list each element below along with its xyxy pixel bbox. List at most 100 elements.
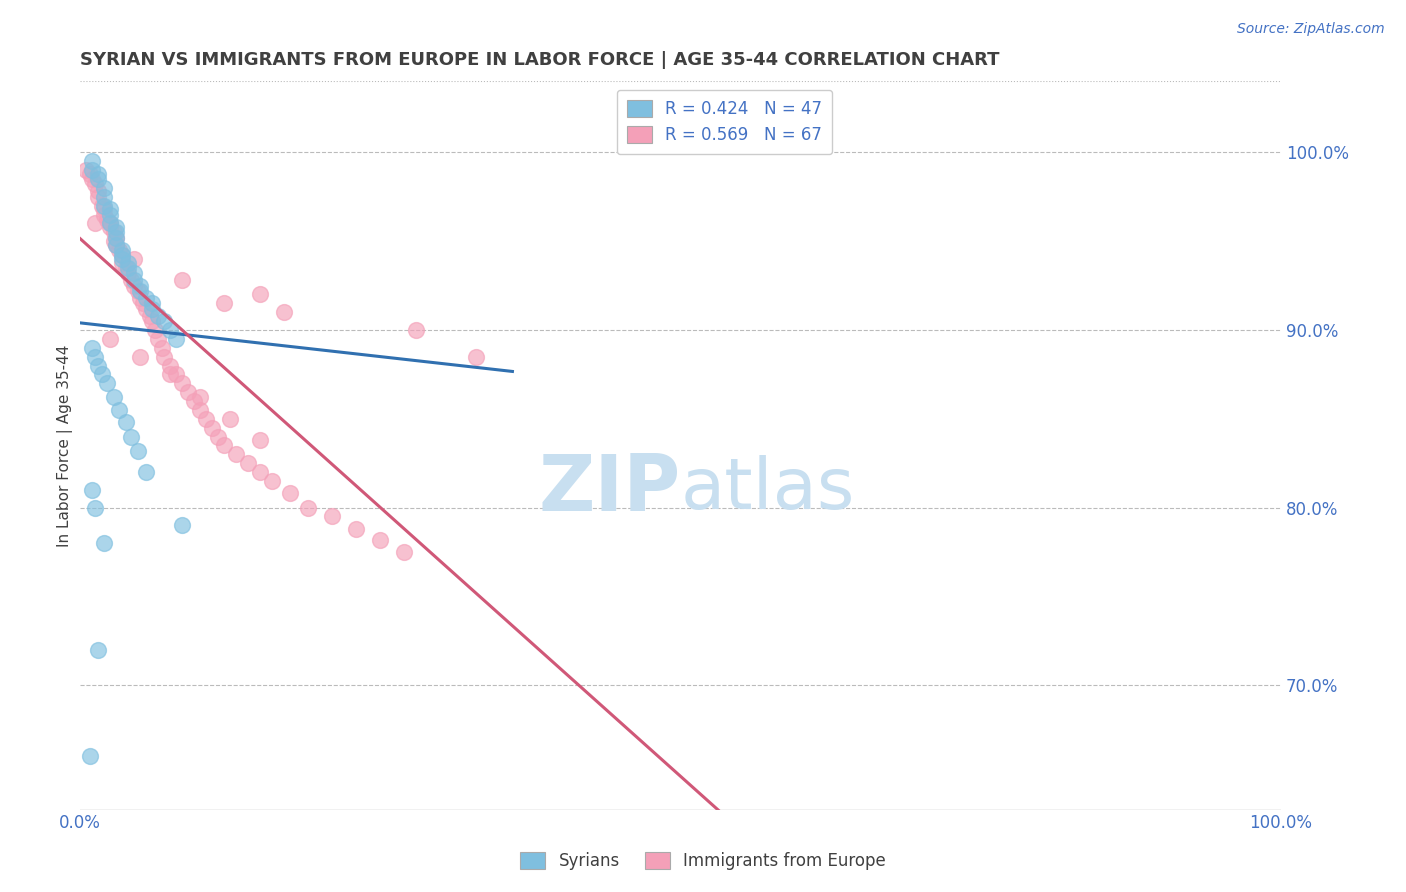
Point [344,522,367,536]
Point [219,412,242,426]
Point [129,350,152,364]
Point [93,190,115,204]
Point [111,248,134,262]
Point [120,429,142,443]
Point [172,518,194,533]
Point [188,403,211,417]
Point [153,314,176,328]
Point [370,533,392,547]
Point [103,391,125,405]
Point [135,291,157,305]
Point [98,332,121,346]
Point [90,199,112,213]
Point [105,230,128,244]
Point [153,350,176,364]
Point [139,309,162,323]
Point [120,273,142,287]
Point [159,323,181,337]
Point [278,486,301,500]
Point [93,181,115,195]
Point [83,350,105,364]
Point [79,749,101,764]
Point [405,323,427,337]
Point [159,368,181,382]
Point [82,483,104,497]
Point [238,456,260,470]
Point [105,230,128,244]
Text: atlas: atlas [681,455,855,524]
Point [82,154,104,169]
Point [87,642,110,657]
Point [122,278,145,293]
Point [82,341,104,355]
Point [183,394,205,409]
Point [212,296,235,310]
Point [148,332,170,346]
Point [105,237,128,252]
Point [87,167,110,181]
Point [135,301,157,316]
Point [127,443,149,458]
Point [188,391,211,405]
Point [141,314,163,328]
Legend: Syrians, Immigrants from Europe: Syrians, Immigrants from Europe [513,845,893,877]
Point [249,433,271,447]
Point [249,465,271,479]
Point [83,500,105,515]
Point [114,415,136,429]
Point [201,420,224,434]
Point [82,172,104,186]
Point [129,291,152,305]
Point [122,266,145,280]
Legend: R = 0.424   N = 47, R = 0.569   N = 67: R = 0.424 N = 47, R = 0.569 N = 67 [617,90,832,154]
Point [207,429,229,443]
Text: SYRIAN VS IMMIGRANTS FROM EUROPE IN LABOR FORCE | AGE 35-44 CORRELATION CHART: SYRIAN VS IMMIGRANTS FROM EUROPE IN LABO… [80,51,1000,69]
Point [87,190,110,204]
Point [148,309,170,323]
Point [93,199,115,213]
Point [172,376,194,391]
Text: ZIP: ZIP [538,451,681,527]
Point [165,368,187,382]
Point [93,536,115,550]
Point [117,266,139,280]
Point [98,219,121,234]
Point [87,172,110,186]
Point [273,305,295,319]
Point [82,163,104,178]
Point [172,273,194,287]
Point [75,163,97,178]
Point [107,403,129,417]
Point [87,359,110,373]
Point [114,260,136,275]
Point [105,237,128,252]
Point [98,202,121,217]
Point [225,447,247,461]
Point [98,216,121,230]
Point [111,248,134,262]
Point [465,350,488,364]
Point [111,252,134,266]
Text: Source: ZipAtlas.com: Source: ZipAtlas.com [1237,22,1385,37]
Point [262,474,284,488]
Point [111,243,134,257]
Point [143,323,166,337]
Point [103,234,125,248]
Point [90,368,112,382]
Point [79,167,101,181]
Point [394,545,416,559]
Point [141,301,163,316]
Point [117,260,139,275]
Point [93,208,115,222]
Point [83,216,105,230]
Point [321,509,343,524]
Point [105,219,128,234]
Point [117,255,139,269]
Point [96,376,118,391]
Point [150,341,173,355]
Point [127,284,149,298]
Point [87,185,110,199]
Point [83,178,105,192]
Point [212,438,235,452]
Point [105,225,128,239]
